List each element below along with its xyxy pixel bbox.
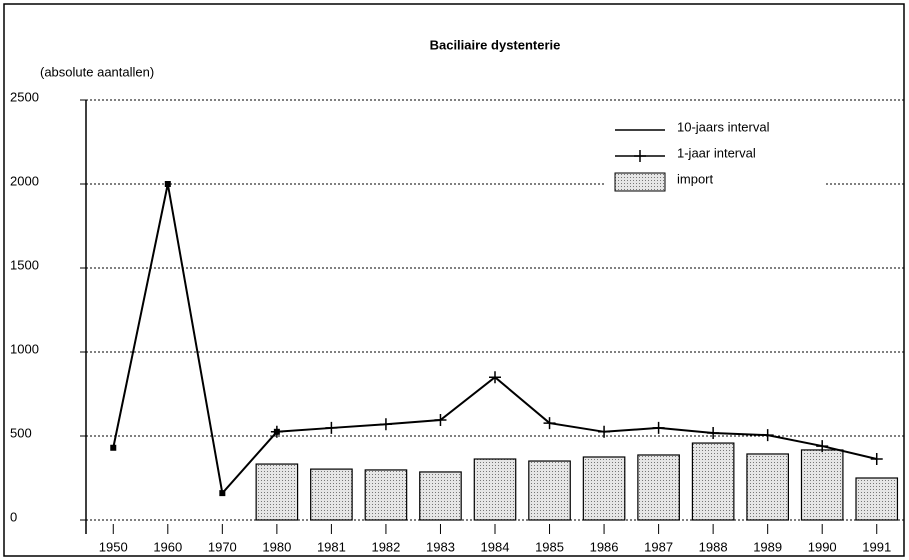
y-tick-label: 1000 bbox=[10, 341, 39, 356]
bar bbox=[637, 454, 680, 521]
point-marker bbox=[379, 418, 392, 431]
x-tick-label: 1988 bbox=[699, 539, 728, 554]
legend-marker bbox=[634, 150, 646, 162]
y-tick-label: 2500 bbox=[10, 89, 39, 104]
bar bbox=[473, 458, 517, 521]
x-tick-label: 1984 bbox=[481, 539, 510, 554]
x-tick-label: 1982 bbox=[371, 539, 400, 554]
point-marker bbox=[707, 426, 720, 439]
point-marker bbox=[816, 440, 829, 453]
bar bbox=[364, 469, 408, 521]
x-tick-label: 1960 bbox=[153, 539, 182, 554]
x-tick-label: 1983 bbox=[426, 539, 455, 554]
bar bbox=[255, 463, 299, 521]
x-tick-label: 1980 bbox=[262, 539, 291, 554]
x-tick-label: 1985 bbox=[535, 539, 564, 554]
bar bbox=[419, 471, 462, 521]
point-marker bbox=[598, 425, 611, 438]
point-marker bbox=[219, 490, 226, 497]
bar bbox=[582, 456, 626, 521]
bar bbox=[691, 442, 735, 521]
x-tick-label: 1989 bbox=[753, 539, 782, 554]
point-marker bbox=[652, 421, 665, 434]
bar bbox=[310, 468, 353, 521]
x-tick-label: 1986 bbox=[590, 539, 619, 554]
point-marker bbox=[164, 181, 171, 187]
bar bbox=[746, 453, 789, 521]
y-tick-label: 0 bbox=[10, 509, 17, 524]
x-tick-label: 1981 bbox=[317, 539, 346, 554]
y-tick-label: 500 bbox=[10, 425, 32, 440]
line bbox=[112, 183, 278, 496]
bar bbox=[855, 477, 899, 521]
point-marker bbox=[489, 371, 501, 384]
point-marker bbox=[270, 425, 283, 438]
y-tick-label: 1500 bbox=[10, 257, 39, 272]
y-tick-label: 2000 bbox=[10, 173, 39, 188]
frame bbox=[3, 3, 905, 557]
point-marker bbox=[110, 444, 117, 451]
legend-label: import bbox=[677, 171, 714, 186]
x-tick-label: 1970 bbox=[208, 539, 237, 554]
y-axis-label: (absolute aantallen) bbox=[40, 64, 154, 79]
point-marker bbox=[325, 421, 338, 434]
point-marker bbox=[870, 453, 883, 466]
x-tick-label: 1987 bbox=[644, 539, 673, 554]
x-tick-label: 1990 bbox=[808, 539, 837, 554]
point-marker bbox=[761, 429, 774, 442]
bar bbox=[800, 449, 844, 521]
legend-label: 10-jaars interval bbox=[677, 119, 770, 134]
point-marker bbox=[543, 417, 556, 430]
point-marker bbox=[434, 414, 447, 427]
bar bbox=[528, 460, 571, 521]
line bbox=[276, 375, 877, 460]
x-tick-label: 1991 bbox=[862, 539, 891, 554]
x-tick-label: 1950 bbox=[99, 539, 128, 554]
chart-title: Baciliaire dystenterie bbox=[430, 37, 561, 52]
legend-label: 1-jaar interval bbox=[677, 145, 756, 160]
legend-swatch bbox=[614, 172, 666, 192]
